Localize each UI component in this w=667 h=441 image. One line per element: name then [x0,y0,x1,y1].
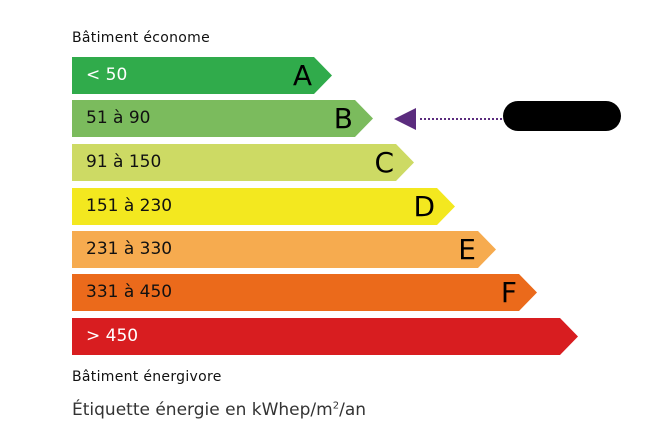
caption-main: Étiquette énergie en kWhep/m [72,400,333,420]
class-range: 91 à 150 [86,152,162,172]
class-range: 331 à 450 [86,282,173,302]
class-letter: D [413,190,435,223]
class-letter: F [500,276,517,309]
indicator-arrow-icon [394,108,416,130]
energy-class-bar-e: 231 à 330 E [72,231,496,268]
top-label: Bâtiment économe [72,30,210,46]
indicator-dotted-line [420,118,502,120]
class-letter: E [458,233,476,266]
energy-class-bar-a: < 50 A [72,57,332,94]
energy-class-bar-g: > 450 [72,318,578,355]
energy-class-bar-b: 51 à 90 B [72,100,373,137]
class-range: > 450 [86,326,139,346]
class-range: 151 à 230 [86,196,173,216]
caption-end: /an [339,400,367,420]
class-letter: A [292,59,312,92]
class-range: 231 à 330 [86,239,173,259]
class-range: < 50 [86,65,128,85]
bottom-label: Bâtiment énergivore [72,369,222,385]
energy-class-bar-f: 331 à 450 F [72,274,537,311]
class-letter: B [333,102,353,135]
energy-class-bar-d: 151 à 230 D [72,188,455,225]
class-letter: C [374,146,394,179]
caption: Étiquette énergie en kWhep/m2/an [72,400,366,420]
energy-class-bar-c: 91 à 150 C [72,144,414,181]
class-range: 51 à 90 [86,108,151,128]
redacted-value [503,101,621,131]
caption-sup: 2 [332,400,340,412]
